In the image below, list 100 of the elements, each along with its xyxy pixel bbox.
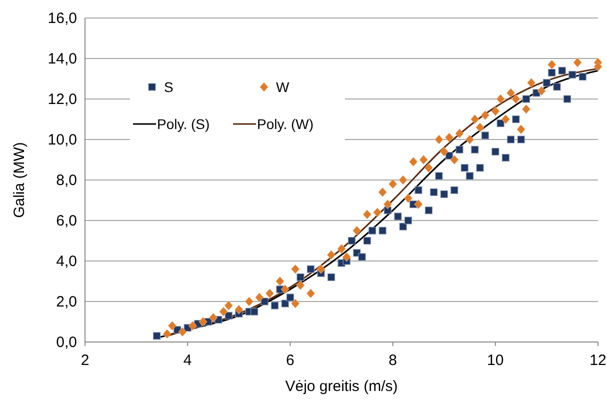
point bbox=[517, 136, 525, 144]
point bbox=[168, 321, 176, 331]
point bbox=[234, 304, 244, 314]
point bbox=[548, 60, 556, 70]
point bbox=[419, 155, 428, 164]
point bbox=[326, 250, 336, 260]
point bbox=[496, 120, 504, 128]
point bbox=[506, 136, 515, 144]
point bbox=[250, 308, 258, 316]
point bbox=[306, 265, 315, 273]
legend-label: Poly. (S) bbox=[157, 116, 210, 132]
point bbox=[568, 70, 576, 78]
point bbox=[537, 86, 546, 96]
point bbox=[481, 132, 489, 140]
point bbox=[434, 134, 444, 144]
point bbox=[404, 193, 412, 203]
point bbox=[219, 306, 228, 316]
point bbox=[398, 175, 408, 185]
legend-label: W bbox=[276, 79, 290, 95]
point bbox=[281, 300, 289, 308]
y-tick-label: 2,0 bbox=[56, 294, 77, 310]
point bbox=[476, 164, 484, 172]
point bbox=[501, 114, 510, 124]
point bbox=[388, 179, 398, 189]
point bbox=[378, 187, 387, 197]
point bbox=[399, 222, 407, 230]
point bbox=[260, 298, 268, 306]
point bbox=[444, 132, 454, 142]
point bbox=[224, 300, 233, 310]
point bbox=[409, 157, 418, 167]
point bbox=[162, 329, 172, 339]
point bbox=[480, 110, 490, 120]
y-tick-label: 8,0 bbox=[56, 172, 77, 189]
point bbox=[456, 146, 464, 154]
point bbox=[363, 236, 371, 245]
point bbox=[327, 273, 336, 281]
point bbox=[209, 312, 218, 322]
y-tick-label: 12,0 bbox=[48, 91, 77, 108]
point bbox=[440, 190, 448, 198]
x-axis-title: Vėjo greitis (m/s) bbox=[285, 378, 398, 395]
point bbox=[470, 114, 480, 124]
x-tick-label: 6 bbox=[286, 352, 294, 369]
point bbox=[506, 88, 516, 98]
point bbox=[522, 95, 530, 103]
y-tick-label: 6,0 bbox=[56, 212, 77, 230]
point bbox=[378, 226, 386, 234]
point bbox=[404, 216, 412, 224]
point bbox=[492, 148, 500, 156]
point bbox=[255, 292, 264, 302]
point bbox=[512, 115, 520, 124]
point bbox=[271, 302, 279, 310]
point bbox=[362, 210, 372, 220]
point bbox=[440, 146, 448, 156]
point bbox=[224, 312, 232, 320]
point bbox=[516, 124, 526, 134]
point bbox=[373, 208, 382, 218]
legend-label: Poly. (W) bbox=[257, 116, 314, 132]
point bbox=[358, 253, 366, 261]
y-tick-label: 14,0 bbox=[48, 50, 77, 68]
point bbox=[466, 134, 474, 144]
point bbox=[527, 78, 536, 88]
x-tick-label: 4 bbox=[183, 352, 192, 369]
point bbox=[188, 321, 197, 331]
point bbox=[280, 284, 290, 294]
point bbox=[383, 200, 392, 210]
point bbox=[435, 172, 443, 180]
point bbox=[337, 244, 346, 254]
point bbox=[394, 212, 402, 220]
point bbox=[178, 327, 187, 337]
point bbox=[522, 104, 530, 114]
point bbox=[348, 236, 356, 245]
legend-label: S bbox=[164, 79, 174, 95]
point bbox=[153, 332, 161, 340]
point bbox=[286, 294, 294, 302]
point bbox=[548, 68, 556, 76]
point bbox=[414, 200, 423, 210]
point bbox=[460, 164, 468, 172]
point bbox=[424, 163, 433, 173]
point bbox=[352, 226, 362, 236]
point bbox=[455, 128, 464, 138]
y-tick-label: 16,0 bbox=[48, 10, 77, 27]
point bbox=[316, 264, 326, 274]
point bbox=[414, 186, 422, 194]
point bbox=[502, 154, 510, 162]
point bbox=[244, 296, 254, 306]
point bbox=[512, 94, 520, 104]
y-tick-label: 0,0 bbox=[56, 334, 77, 351]
point bbox=[476, 122, 484, 132]
point bbox=[276, 276, 284, 286]
point bbox=[578, 72, 586, 81]
point bbox=[553, 83, 561, 91]
point bbox=[265, 288, 274, 298]
point bbox=[296, 273, 304, 281]
x-tick-label: 10 bbox=[487, 352, 504, 369]
x-tick-label: 12 bbox=[590, 352, 606, 369]
point bbox=[198, 317, 208, 326]
point bbox=[471, 146, 479, 154]
x-tick-label: 2 bbox=[80, 352, 90, 369]
point bbox=[430, 188, 438, 196]
point bbox=[573, 58, 582, 68]
